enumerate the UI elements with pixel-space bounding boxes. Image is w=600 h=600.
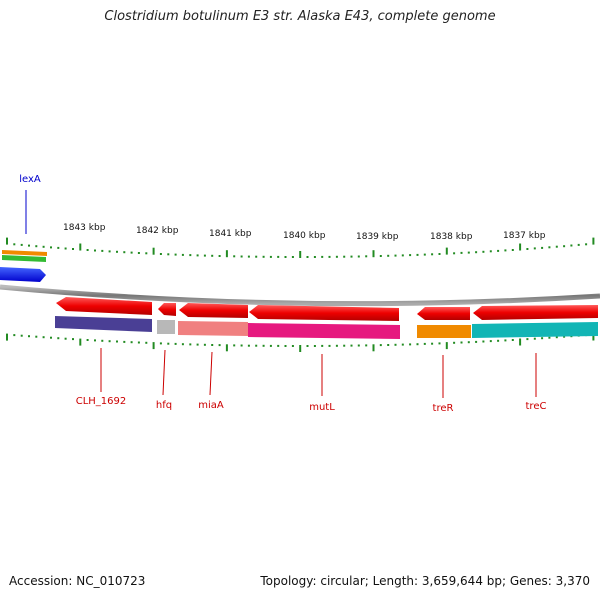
accession-label: Accession: NC_010723	[9, 574, 146, 588]
gene-label-CLH_1692[interactable]: CLH_1692	[76, 396, 127, 407]
mutL-cds-arrow[interactable]	[249, 305, 399, 321]
gene-label-treR[interactable]: treR	[433, 403, 454, 414]
kbp-label: 1841 kbp	[209, 229, 252, 239]
treC-band	[472, 322, 598, 338]
miaA-cds-arrow[interactable]	[179, 303, 248, 318]
lexA-cds-arrow[interactable]	[0, 267, 46, 282]
treR-band	[417, 325, 471, 338]
miaA-band	[178, 321, 248, 336]
map-title: Clostridium botulinum E3 str. Alaska E43…	[104, 9, 496, 24]
hfq-cds-arrow[interactable]	[158, 303, 176, 316]
gc-skew-green-band	[2, 255, 46, 262]
gene-label-miaA[interactable]: miaA	[198, 400, 224, 411]
kbp-ruler-ticks-lower	[6, 333, 595, 352]
kbp-label: 1843 kbp	[63, 223, 106, 233]
genome-backbone	[0, 284, 600, 307]
kbp-ruler-labels: 1843 kbp 1842 kbp 1841 kbp 1840 kbp 1839…	[63, 223, 546, 242]
gene-labels: lexA CLH_1692 hfq miaA mutL treR treC	[19, 174, 546, 414]
kbp-label: 1838 kbp	[430, 232, 473, 242]
kbp-label: 1839 kbp	[356, 232, 399, 242]
mutL-band	[248, 323, 400, 339]
treC-cds-arrow[interactable]	[473, 305, 598, 320]
CLH_1692-cds-arrow[interactable]	[56, 297, 152, 315]
hfq-band	[157, 320, 175, 334]
gene-label-hfq[interactable]: hfq	[156, 400, 172, 411]
kbp-label: 1837 kbp	[503, 231, 546, 241]
CLH_1692-band	[55, 316, 152, 332]
gene-label-treC[interactable]: treC	[526, 401, 547, 412]
cds-track	[56, 297, 598, 321]
topology-label: Topology: circular; Length: 3,659,644 bp…	[260, 574, 590, 588]
feature-color-bands	[55, 316, 598, 339]
gc-skew-orange-band	[2, 250, 47, 256]
gene-label-lexA[interactable]: lexA	[19, 174, 41, 185]
kbp-label: 1842 kbp	[136, 226, 179, 236]
kbp-ruler-ticks-upper	[6, 237, 595, 258]
gene-label-mutL[interactable]: mutL	[309, 402, 335, 413]
hfq-leader	[162, 349, 166, 396]
treR-cds-arrow[interactable]	[417, 307, 470, 320]
miaA-leader	[209, 351, 213, 396]
lexA-feature[interactable]	[0, 250, 47, 282]
kbp-label: 1840 kbp	[283, 231, 326, 241]
gene-label-leaders	[25, 190, 537, 398]
